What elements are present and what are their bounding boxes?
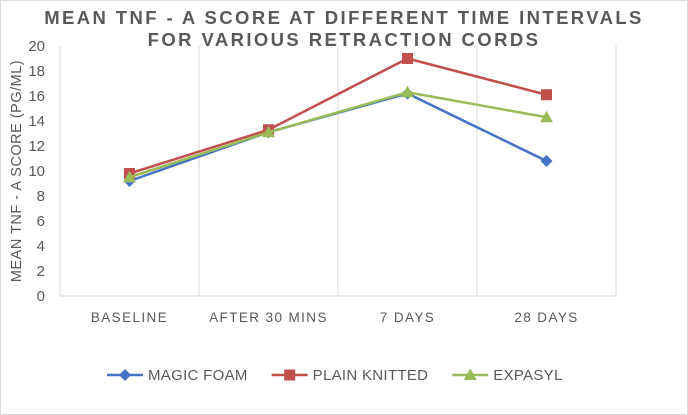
- x-tick-label: 7 DAYS: [380, 310, 435, 325]
- data-point: [123, 170, 136, 183]
- data-point: [540, 155, 553, 167]
- chart-title: MEAN TNF - A SCORE AT DIFFERENT TIME INT…: [0, 7, 688, 51]
- data-point: [401, 85, 414, 98]
- y-tick-label: 18: [28, 63, 45, 80]
- data-point: [262, 125, 275, 138]
- series-expasyl: [123, 85, 553, 183]
- y-tick-label: 12: [28, 138, 45, 155]
- legend-item: PLAIN KNITTED: [271, 367, 429, 384]
- legend-marker: [284, 369, 296, 381]
- x-tick-label: BASELINE: [91, 310, 168, 325]
- y-tick-label: 16: [28, 88, 45, 105]
- legend-label: EXPASYL: [493, 367, 562, 384]
- data-point: [541, 89, 552, 101]
- legend: MAGIC FOAM PLAIN KNITTED EXPASYL: [107, 367, 562, 384]
- data-point: [402, 53, 413, 64]
- legend-marker: [463, 368, 477, 380]
- legend-item: MAGIC FOAM: [107, 367, 248, 384]
- y-axis-label: MEAN TNF - A SCORE (PG/ML): [9, 60, 25, 282]
- series-line: [129, 91, 547, 179]
- y-tick-label: 0: [37, 288, 45, 305]
- chart-title-line-1: MEAN TNF - A SCORE AT DIFFERENT TIME INT…: [44, 7, 644, 28]
- x-tick-label: 28 DAYS: [514, 310, 578, 325]
- y-tick-label: 14: [28, 113, 45, 130]
- x-tick-labels: BASELINE AFTER 30 MINS 7 DAYS 28 DAYS: [91, 310, 578, 325]
- data-point: [540, 110, 553, 123]
- y-tick-labels: 0 2 4 6 8 10 12 14 16 18 20: [28, 38, 45, 305]
- y-tick-label: 8: [37, 188, 45, 205]
- plot-area: [123, 53, 553, 187]
- chart-title-line-2: FOR VARIOUS RETRACTION CORDS: [147, 29, 541, 50]
- y-tick-label: 10: [28, 163, 45, 180]
- y-tick-label: 6: [37, 213, 45, 230]
- legend-label: PLAIN KNITTED: [313, 367, 429, 384]
- legend-marker: [119, 369, 131, 381]
- series-line: [129, 57, 547, 175]
- x-tick-label: AFTER 30 MINS: [209, 310, 328, 325]
- legend-item: EXPASYL: [452, 367, 562, 384]
- gridlines: [59, 46, 617, 296]
- legend-label: MAGIC FOAM: [148, 367, 248, 384]
- y-tick-label: 20: [28, 38, 45, 55]
- y-tick-label: 2: [37, 263, 45, 280]
- y-tick-label: 4: [37, 238, 45, 255]
